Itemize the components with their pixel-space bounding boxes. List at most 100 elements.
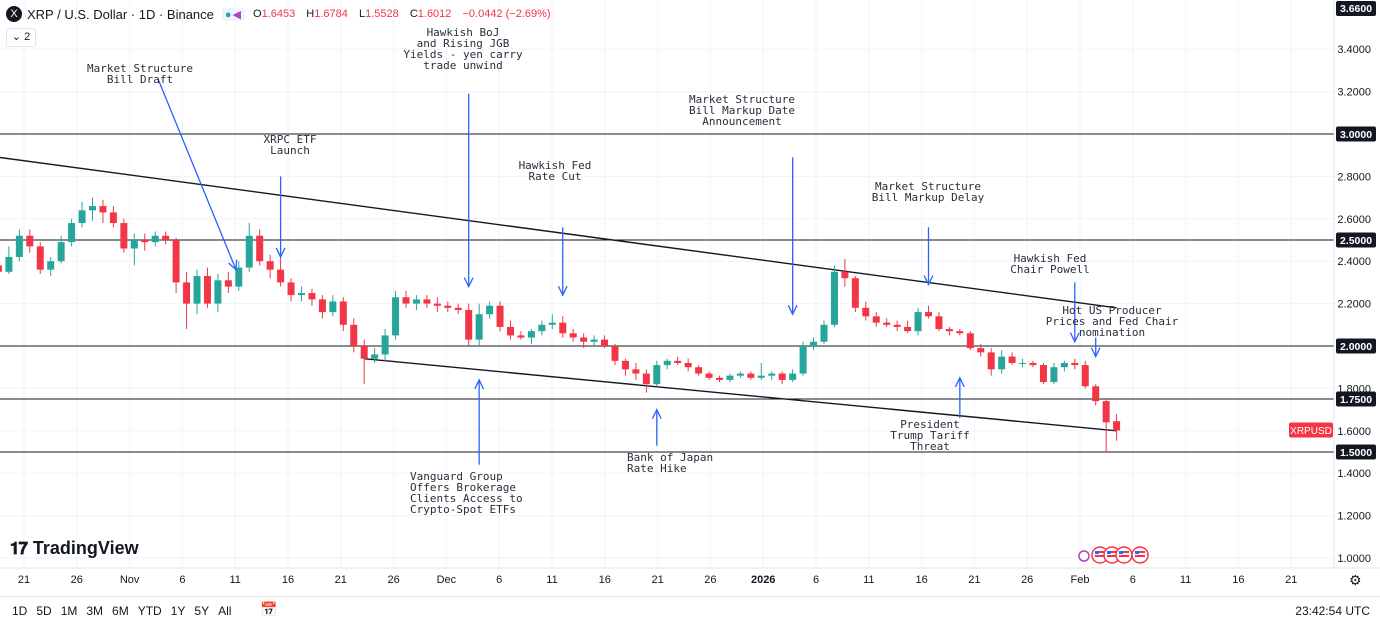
annotation[interactable]: Bank of Japan Rate Hike [627,408,713,475]
symbol-logo-icon[interactable]: X [6,6,22,22]
candle-body [726,375,734,380]
event-flag-stripe [1135,551,1145,553]
level-label-text: 2.5000 [1340,235,1372,247]
annotation[interactable]: Hawkish Fed Chair Powell [1010,252,1090,344]
annotation-label-line: trade unwind [423,59,502,72]
event-earnings-icon[interactable] [1078,550,1090,562]
event-flag-canton [1095,551,1099,554]
candle-body [130,240,138,249]
range-button-5d[interactable]: 5D [36,604,52,618]
annotation-label-line: Rate Cut [529,170,582,183]
range-button-1m[interactable]: 1M [60,604,78,618]
annotation-label-line: Rate Hike [627,462,687,475]
candle-body [183,282,191,304]
candle-body [1092,386,1100,402]
annotation[interactable]: President Trump Tariff Threat [890,376,970,453]
trendlines[interactable] [0,149,1117,432]
candle-body [966,333,974,349]
event-flag-icon[interactable] [1091,546,1109,564]
candle [925,305,932,319]
settings-icon[interactable]: ⚙ [1349,572,1362,588]
candle-body [57,242,65,262]
trendline[interactable] [0,149,1117,309]
candle [789,369,797,383]
range-button-6m[interactable]: 6M [112,604,129,618]
event-markers[interactable] [1078,546,1149,564]
candle [893,320,901,332]
price-axis[interactable]: 1.00001.20001.40001.60001.80002.00002.20… [1289,0,1380,568]
time-axis[interactable]: 21 26 Nov 6 11 16 21 26 Dec 6 11 16 21 26 2026 6 11 16 21 2… [0,567,1380,586]
time-tick-label: 6 [813,574,819,586]
event-flag-stripe [1135,555,1145,557]
time-tick-label: 26 [387,574,399,586]
annotations[interactable]: Market Structure Bill Draft XRPC ETF Launch… [87,26,1179,516]
annotation-label-line: Market Structure [87,62,193,75]
candle-body [653,365,661,385]
event-flag-canton [1107,551,1111,554]
candle-body [318,299,326,313]
calendar-range-icon[interactable]: 📅 [260,601,278,617]
range-button-1d[interactable]: 1D [12,604,28,618]
candle [339,297,347,332]
candle [810,337,818,351]
collapse-indicators-button[interactable]: ⌄ 2 [6,28,36,47]
candle [1113,414,1121,441]
candle [5,246,13,274]
time-tick-label: Dec [437,574,457,586]
candle-body [298,293,305,296]
range-button-all[interactable]: All [218,604,232,618]
candle [1039,362,1047,385]
candle-body [883,322,891,325]
candle-body [444,305,452,308]
range-button-3m[interactable]: 3M [86,604,104,618]
candle-body [277,269,285,283]
candle [423,295,431,308]
candle [203,267,211,308]
annotation-label-line: Hawkish Fed [519,159,592,172]
annotation[interactable]: XRPC ETF Launch [264,133,317,259]
price-chart[interactable]: Market Structure Bill Draft XRPC ETF Launch… [0,0,1380,596]
indicator-dots-icon[interactable]: ●◀ [221,7,246,21]
range-button-ytd[interactable]: YTD [137,604,162,618]
horizontal-levels[interactable] [0,133,1334,453]
candle [830,265,838,327]
annotation-arrow-head [954,376,965,388]
candle [1008,352,1016,366]
annotation[interactable]: Market Structure Bill Markup Delay [872,180,985,287]
event-flag-icon[interactable] [1115,546,1133,564]
candle [120,218,128,253]
annotation[interactable]: Hawkish BoJ and Rising JGB Yields - yen ca… [403,26,523,289]
time-tick-label: 11 [1180,574,1191,586]
annotation[interactable]: Hot US Producer Prices and Fed Chair nomin… [1046,304,1179,359]
horizontal-level-label: 2.0000 [1336,338,1376,354]
trendline[interactable] [364,358,1117,432]
annotation-label-line: Threat [910,440,950,453]
annotation[interactable]: Hawkish Fed Rate Cut [519,159,592,297]
annotation[interactable]: Market Structure Bill Markup Date Announce… [689,93,798,316]
annotation-label-line: Yields - yen carry [403,48,523,61]
event-flag-icon[interactable] [1131,546,1149,564]
candle [78,201,86,228]
range-button-5y[interactable]: 5Y [194,604,210,618]
symbol-title[interactable]: XRP / U.S. Dollar · 1D · Binance [27,6,214,22]
price-axis-background [1334,0,1380,568]
tradingview-logo[interactable]: 𝟏𝟕 TradingView [10,538,139,559]
annotation-label-line: Bill Markup Delay [872,191,985,204]
candle-body [78,210,86,224]
time-tick-label: 16 [599,574,611,586]
candle-body [329,301,337,313]
clock[interactable]: 23:42:54 UTC [1295,604,1370,618]
candle [308,288,316,306]
annotation[interactable]: Vanguard Group Offers Brokerage Clients Ac… [410,378,523,516]
price-tick-label: 1.2000 [1337,511,1371,523]
candle [496,301,504,332]
candle-body [548,322,556,325]
range-button-1y[interactable]: 1Y [170,604,186,618]
annotation[interactable]: Market Structure Bill Draft [87,62,238,272]
candle-body [26,235,34,247]
price-tick-label: 1.4000 [1337,468,1371,480]
current-price-text: XRPUSD [1290,426,1332,437]
level-label-text: 1.7500 [1340,394,1372,406]
horizontal-level-label: 2.5000 [1336,232,1376,248]
candle [1029,360,1037,368]
